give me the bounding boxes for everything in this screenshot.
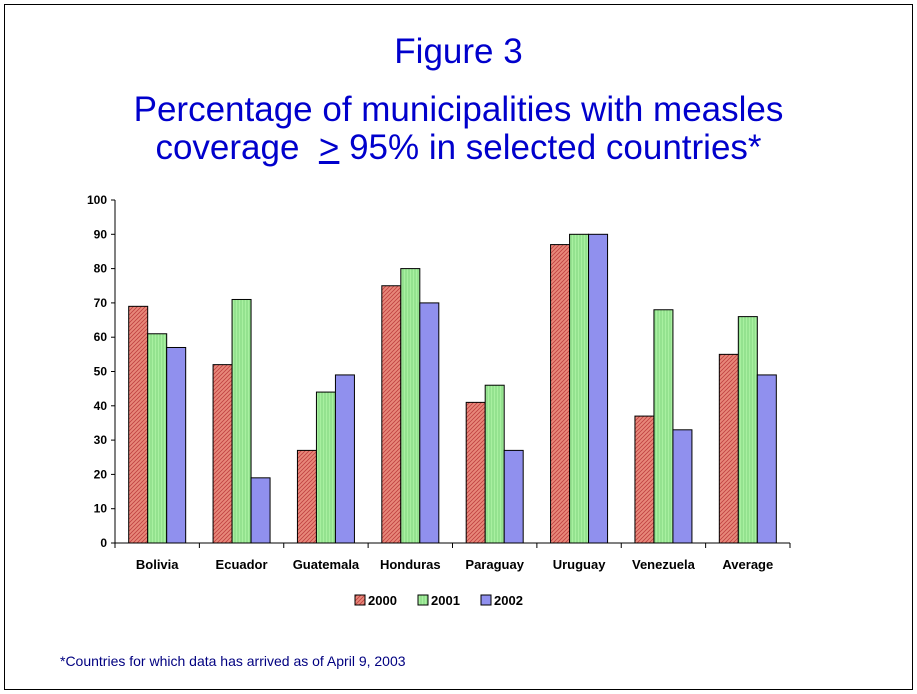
legend-label-2002: 2002 (494, 593, 523, 608)
bar-2001-paraguay (484, 384, 505, 544)
bar-2002-venezuela (672, 429, 693, 544)
legend-label-2000: 2000 (368, 593, 397, 608)
y-tick-label: 80 (94, 262, 108, 276)
y-tick-label: 50 (94, 365, 108, 379)
y-tick-label: 0 (100, 536, 107, 550)
x-tick-label: Honduras (380, 557, 441, 572)
bar-2002-bolivia (166, 346, 187, 544)
bar-2002-honduras (419, 302, 440, 544)
y-tick-label: 20 (94, 467, 108, 481)
figure-label: Figure 3 (394, 32, 523, 71)
bar-2002-uruguay (588, 233, 609, 544)
bar-2000-bolivia (128, 305, 149, 544)
bar-2001-venezuela (653, 309, 674, 544)
bar-2000-venezuela (634, 415, 655, 544)
y-tick-label: 90 (94, 227, 108, 241)
bar-2001-guatemala (315, 391, 336, 544)
chart-title-line-2: coverage > 95% in selected countries* (155, 128, 762, 167)
x-tick-label: Ecuador (216, 557, 268, 572)
y-tick-label: 60 (94, 330, 108, 344)
legend-swatch-2001 (417, 594, 429, 606)
bar-2001-honduras (400, 268, 421, 544)
x-tick-label: Guatemala (293, 557, 360, 572)
greater-equal-symbol: > (318, 128, 340, 167)
bar-2001-uruguay (569, 233, 590, 544)
bar-2001-average (737, 316, 758, 544)
y-tick-label: 10 (94, 502, 108, 516)
bar-2001-bolivia (147, 333, 168, 544)
y-tick-label: 30 (94, 433, 108, 447)
x-tick-label: Bolivia (136, 557, 179, 572)
bar-2001-ecuador (231, 298, 252, 544)
x-tick-label: Uruguay (553, 557, 607, 572)
x-tick-label: Paraguay (465, 557, 524, 572)
bar-2002-guatemala (334, 374, 355, 544)
legend-swatch-2000 (354, 594, 366, 606)
bar-2000-average (718, 353, 739, 544)
bar-2000-guatemala (296, 449, 317, 544)
bar-2002-ecuador (250, 477, 271, 544)
legend-label-2001: 2001 (431, 593, 460, 608)
bar-2000-uruguay (550, 244, 571, 544)
legend: 2000 2001 2002 (354, 593, 523, 608)
bar-2002-average (756, 374, 777, 544)
bar-2002-paraguay (503, 449, 524, 544)
chart-title-line-1: Percentage of municipalities with measle… (133, 90, 784, 129)
y-tick-label: 70 (94, 296, 108, 310)
y-tick-label: 100 (87, 193, 107, 207)
y-tick-label: 40 (94, 399, 108, 413)
x-tick-label: Venezuela (632, 557, 696, 572)
bar-2000-ecuador (212, 364, 233, 544)
footnote: *Countries for which data has arrived as… (60, 653, 406, 669)
bar-2000-paraguay (465, 401, 486, 544)
x-tick-label: Average (722, 557, 773, 572)
legend-swatch-2002 (480, 594, 492, 606)
bar-2000-honduras (381, 285, 402, 544)
bars (128, 233, 777, 544)
